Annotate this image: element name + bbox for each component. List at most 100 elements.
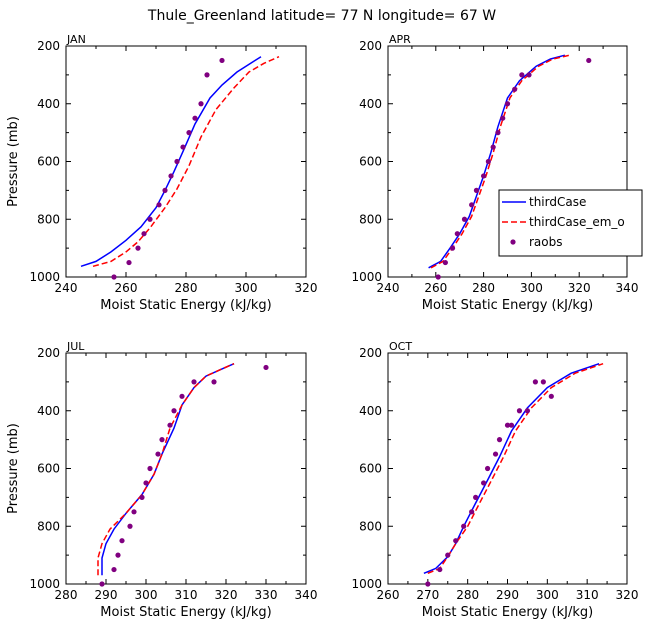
y-tick-label: 600 — [37, 462, 60, 476]
y-tick-label: 800 — [37, 519, 60, 533]
plot-frame — [65, 45, 307, 278]
raobs-point — [481, 173, 487, 179]
y-tick-label: 200 — [359, 39, 382, 53]
raobs-point — [532, 379, 538, 385]
raobs-point — [548, 393, 554, 399]
raobs-point — [115, 552, 121, 558]
legend-raobs-marker — [510, 239, 516, 245]
raobs-point — [473, 187, 480, 193]
raobs-point — [141, 231, 147, 237]
y-tick-label: 200 — [359, 346, 382, 360]
raobs-point — [469, 509, 475, 515]
raobs-point — [437, 566, 443, 573]
raobs-point — [171, 408, 177, 414]
raobs-point — [191, 379, 197, 385]
raobs-point — [156, 202, 162, 208]
panel-jan: 240 260 280 300 320 200 400 600 800 1000 JAN Moist … — [6, 33, 317, 313]
legend-box — [498, 189, 643, 257]
y-tick-label: 400 — [359, 404, 382, 418]
raobs-point — [504, 101, 511, 107]
y-tick-label: 1000 — [351, 270, 382, 284]
raobs-point — [99, 581, 105, 587]
raobs-point — [512, 86, 518, 92]
x-tick-label: 280 — [472, 281, 495, 295]
legend-entry-label: raobs — [529, 235, 563, 249]
y-tick-label: 800 — [359, 519, 382, 533]
raobs-point — [500, 115, 506, 121]
raobs-point — [162, 187, 168, 193]
raobs-point — [519, 72, 525, 78]
x-tick-label: 310 — [576, 588, 599, 602]
x-tick-label: 340 — [295, 588, 318, 602]
y-tick-label: 1000 — [29, 577, 60, 591]
legend-entry-label: thirdCase_em_o — [529, 215, 625, 229]
raobs-point — [198, 101, 204, 107]
panel-oct: 260 270 280 290 300 310 320 200 400 600 800 1000 OCT… — [351, 340, 638, 620]
raobs-point — [516, 408, 523, 414]
y-tick-label: 200 — [37, 346, 60, 360]
raobs-point — [174, 158, 180, 165]
y-tick-label: 1000 — [29, 270, 60, 284]
raobs-point — [147, 216, 153, 222]
thirdCase-line — [101, 363, 235, 576]
raobs-point — [442, 259, 448, 266]
raobs-point — [586, 57, 592, 64]
x-axis-label: Moist Static Energy (kJ/kg) — [422, 298, 593, 313]
thirdCase_em_o-line — [430, 54, 570, 269]
x-tick-label: 320 — [568, 281, 591, 295]
x-tick-label: 240 — [377, 281, 400, 295]
x-tick-label: 280 — [175, 281, 198, 295]
raobs-point — [495, 130, 501, 136]
raobs-point — [454, 231, 460, 237]
raobs-point — [139, 494, 145, 500]
x-tick-label: 240 — [55, 281, 78, 295]
raobs-point — [461, 523, 467, 529]
plot-frame — [65, 352, 307, 585]
y-tick-label: 400 — [37, 97, 60, 111]
x-tick-label: 280 — [55, 588, 78, 602]
thirdCase_em_o-line — [92, 56, 280, 268]
raobs-point — [481, 480, 487, 486]
plot-frame — [387, 352, 628, 585]
raobs-point — [526, 72, 532, 78]
x-tick-label: 280 — [456, 588, 479, 602]
raobs-point — [179, 393, 185, 399]
raobs-point — [111, 566, 117, 573]
raobs-point — [435, 274, 441, 280]
y-tick-label: 800 — [359, 212, 382, 226]
y-tick-label: 200 — [37, 39, 60, 53]
raobs-point — [192, 115, 198, 121]
raobs-point — [504, 422, 511, 428]
raobs-point — [461, 216, 468, 222]
y-tick-label: 800 — [37, 212, 60, 226]
raobs-point — [508, 422, 515, 428]
x-tick-label: 320 — [616, 588, 639, 602]
raobs-point — [449, 245, 456, 251]
raobs-point — [143, 480, 149, 486]
raobs-point — [490, 144, 496, 150]
x-tick-label: 300 — [235, 281, 258, 295]
raobs-point — [485, 158, 491, 165]
raobs-point — [469, 202, 475, 208]
x-tick-label: 300 — [536, 588, 559, 602]
raobs-point — [453, 538, 459, 544]
x-tick-label: 340 — [616, 281, 639, 295]
raobs-point — [473, 494, 479, 500]
panel-label: JAN — [66, 33, 86, 46]
x-tick-label: 260 — [424, 281, 447, 295]
raobs-point — [135, 245, 141, 251]
raobs-point — [445, 552, 451, 558]
x-tick-label: 320 — [215, 588, 238, 602]
thirdCase_em_o-line — [97, 363, 235, 576]
panel-label: JUL — [66, 340, 85, 353]
raobs-point — [127, 523, 133, 529]
x-tick-label: 260 — [115, 281, 138, 295]
raobs-point — [131, 509, 137, 515]
raobs-point — [484, 465, 491, 472]
panel-label: APR — [389, 33, 411, 46]
y-tick-label: 600 — [37, 155, 60, 169]
x-tick-label: 260 — [377, 588, 400, 602]
raobs-point — [204, 72, 210, 78]
